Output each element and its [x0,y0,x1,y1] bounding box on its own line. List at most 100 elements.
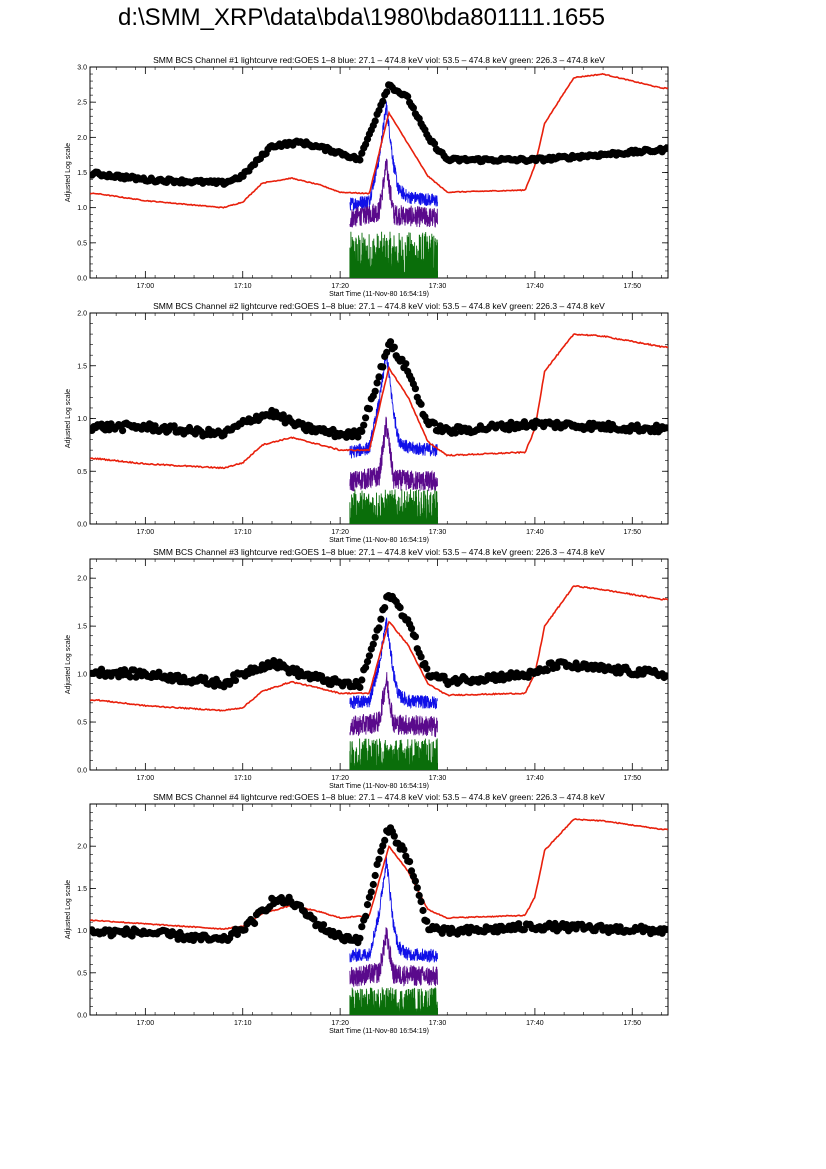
x-tick-label: 17:20 [331,775,349,782]
x-axis-label: Start Time (11-Nov-80 16:54:19) [329,1028,429,1035]
bcs-point [358,676,366,684]
x-tick-label: 17:20 [331,283,349,290]
bcs-point [406,858,414,866]
bcs-point [407,624,416,633]
y-tick-label: 2.0 [77,135,87,142]
bcs-point [430,419,439,427]
chart-panel-1: SMM BCS Channel #1 lightcurve red:GOES 1… [65,55,669,298]
bcs-point [251,919,259,928]
y-tick-label: 0.5 [77,469,87,476]
x-tick-label: 17:00 [137,1020,155,1027]
bcs-point [319,921,328,929]
bcs-point [423,665,431,673]
bcs-point [362,663,370,672]
bcs-point [377,615,385,623]
bcs-point [383,348,391,356]
panel-title: SMM BCS Channel #2 lightcurve red:GOES 1… [153,301,605,311]
bcs-point [371,871,379,880]
y-tick-label: 3.0 [77,65,87,72]
x-tick-label: 17:50 [624,775,642,782]
bcs-point [377,847,385,855]
y-axis-label: Adjusted Log scale [65,635,72,694]
x-tick-label: 17:00 [137,283,155,290]
bcs-point [404,92,412,101]
plot-frame [89,66,669,279]
bcs-point [174,671,182,680]
bcs-point [356,934,364,942]
goes-series [90,584,668,712]
blue-series [349,617,438,710]
violet-series [349,158,438,228]
bcs-point [409,104,417,112]
bcs-point [367,888,375,896]
bcs-point [494,928,502,936]
blue-series [349,101,438,211]
x-tick-label: 17:40 [526,775,544,782]
data-layer [90,818,668,1015]
bcs-point [396,604,404,612]
data-layer [90,333,668,524]
bcs-point [390,343,398,351]
x-axis-label: Start Time (11-Nov-80 16:54:19) [329,783,429,790]
y-tick-label: 0.5 [77,240,87,247]
y-tick-label: 2.0 [77,576,87,583]
x-tick-label: 17:10 [234,283,252,290]
y-tick-label: 0.0 [77,276,87,283]
bcs-point [302,427,310,435]
bcs-point [400,846,408,854]
bcs-point [358,149,366,157]
goes-series [90,72,668,209]
x-tick-label: 17:10 [234,529,252,536]
y-tick-label: 1.0 [77,416,87,423]
chart-panel-4: SMM BCS Channel #4 lightcurve red:GOES 1… [65,792,669,1035]
bcs-point [411,877,419,885]
bcs-point [417,400,425,408]
y-tick-label: 1.0 [77,928,87,935]
bcs-point [363,658,372,666]
x-tick-label: 17:00 [137,775,155,782]
bcs-point [358,427,366,435]
x-tick-label: 17:20 [331,529,349,536]
bcs-point [354,433,362,441]
bcs-point [524,673,532,681]
goes-series [90,333,668,470]
bcs-point [662,144,668,152]
y-axis-label: Adjusted Log scale [65,143,72,202]
x-tick-label: 17:40 [526,283,544,290]
green-series [349,738,438,770]
green-series [349,231,438,278]
bcs-point [371,633,379,641]
green-series [349,489,438,524]
bcs-point [379,842,387,850]
y-tick-label: 2.0 [77,311,87,318]
bcs-point [358,923,366,931]
bcs-point [451,429,460,437]
bcs-point [379,363,387,371]
violet-series [349,416,438,492]
x-tick-label: 17:50 [624,1020,642,1027]
x-tick-label: 17:40 [526,529,544,536]
x-tick-label: 17:20 [331,1020,349,1027]
chart-panel-2: SMM BCS Channel #2 lightcurve red:GOES 1… [65,301,669,544]
bcs-point [119,427,127,435]
x-axis-label: Start Time (11-Nov-80 16:54:19) [329,291,429,298]
bcs-point [365,652,373,660]
bcs-point [379,97,387,105]
bcs-point [402,360,410,368]
y-tick-label: 1.5 [77,624,87,631]
bcs-point [270,657,278,665]
x-tick-label: 17:50 [624,283,642,290]
green-series [349,987,438,1015]
goes-series [90,818,668,931]
bcs-point [360,421,368,429]
panel-title: SMM BCS Channel #4 lightcurve red:GOES 1… [153,792,605,802]
x-tick-label: 17:10 [234,775,252,782]
bcs-point [530,423,538,431]
bcs-point [383,88,391,96]
x-tick-label: 17:50 [624,529,642,536]
bcs-point [310,915,318,923]
y-tick-label: 0.5 [77,970,87,977]
data-layer [90,72,668,278]
bcs-point [126,673,134,681]
bcs-point [371,117,379,125]
